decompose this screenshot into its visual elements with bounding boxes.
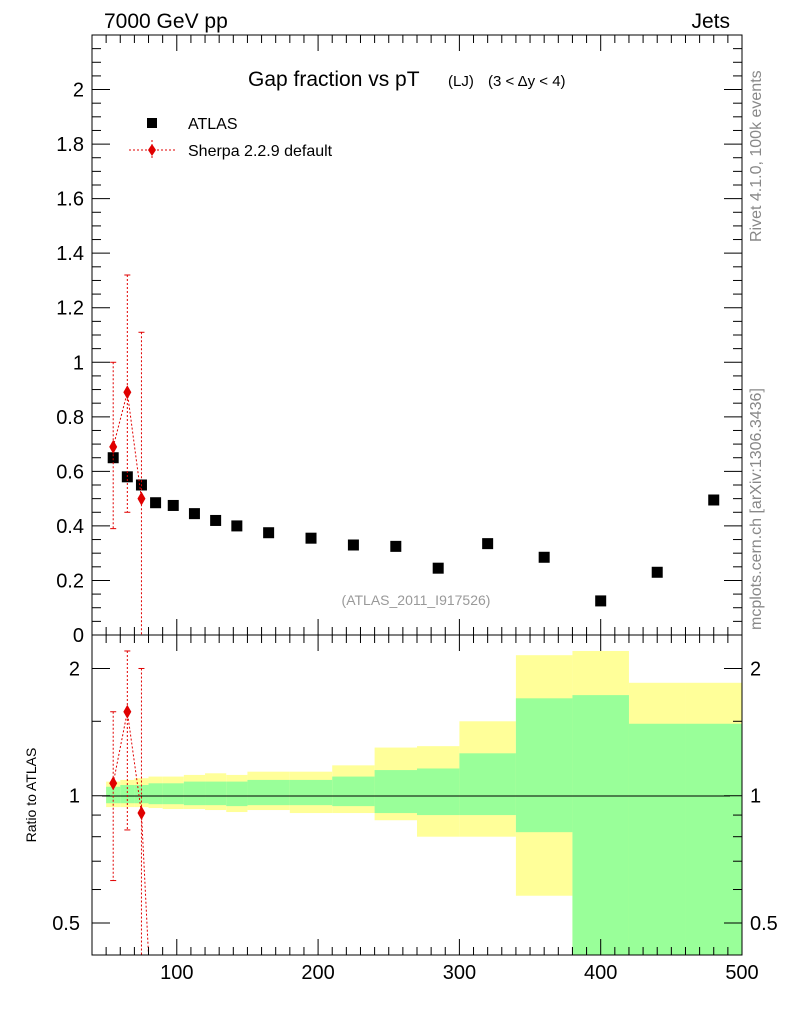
ratio-green-band xyxy=(289,779,333,806)
sherpa-data-point xyxy=(123,385,132,400)
ratio-green-band xyxy=(459,753,516,816)
ratio-axes-layer: 0.5 0.5 1 1 2 2 100 200 300 400 500 xyxy=(52,635,778,984)
x-tick-label: 300 xyxy=(443,962,476,984)
ratio-sherpa-point xyxy=(137,806,146,821)
ratio-y-tick-label-left: 0.5 xyxy=(52,913,80,935)
legend-atlas-marker xyxy=(147,118,157,128)
sherpa-data-point xyxy=(137,491,146,506)
mcplots-source-label: mcplots.cern.ch [arXiv:1306.3436] xyxy=(748,388,765,630)
ratio-green-band xyxy=(183,781,206,806)
ratio-green-band xyxy=(572,695,629,955)
ratio-green-band xyxy=(226,781,248,807)
main-y-tick-label: 1 xyxy=(73,352,84,374)
main-axes-layer: 0 0.2 0.4 0.6 0.8 1 1.2 1.4 1.6 1.8 2 xyxy=(56,35,743,647)
ratio-green-band xyxy=(374,770,417,814)
atlas-data-point xyxy=(708,494,720,506)
main-data-layer xyxy=(107,274,720,636)
category-label: Jets xyxy=(691,10,730,33)
ratio-data-layer xyxy=(109,650,150,956)
ratio-green-band xyxy=(332,776,375,807)
atlas-data-point xyxy=(150,497,162,509)
legend-sherpa-label: Sherpa 2.2.9 default xyxy=(188,143,333,160)
x-tick-label: 200 xyxy=(301,962,334,984)
rivet-version-label: Rivet 4.1.0, 100k events xyxy=(748,70,765,242)
main-y-tick-label: 1.4 xyxy=(56,243,84,265)
ratio-y-tick-label-left: 1 xyxy=(69,786,80,808)
main-y-tick-label: 0.6 xyxy=(56,461,84,483)
energy-label: 7000 GeV pp xyxy=(104,10,228,33)
main-panel: 0 0.2 0.4 0.6 0.8 1 1.2 1.4 1.6 1.8 2 Gap fraction… xyxy=(56,34,743,647)
ratio-green-band xyxy=(247,779,290,806)
analysis-tag: (ATLAS_2011_I917526) xyxy=(342,592,491,608)
legend-sherpa-marker xyxy=(148,144,156,156)
chart-title-sub2: (3 < Δy < 4) xyxy=(488,73,566,90)
main-y-tick-label: 1.2 xyxy=(56,298,84,320)
chart-title: Gap fraction vs pT xyxy=(248,68,420,91)
ratio-panel-frame xyxy=(91,634,743,956)
main-y-tick-label: 1.6 xyxy=(56,189,84,211)
atlas-data-point xyxy=(347,539,359,551)
x-tick-label: 400 xyxy=(584,962,617,984)
ratio-sherpa-point xyxy=(109,776,118,791)
ratio-y-axis-label: Ratio to ATLAS xyxy=(23,748,39,843)
atlas-data-point xyxy=(188,508,200,520)
main-y-tick-label: 0.8 xyxy=(56,407,84,429)
atlas-data-point xyxy=(390,540,402,552)
ratio-y-tick-label-right: 0.5 xyxy=(750,913,778,935)
ratio-bands-layer xyxy=(106,650,742,955)
x-tick-label: 100 xyxy=(160,962,193,984)
main-y-tick-label: 1.8 xyxy=(56,134,84,156)
atlas-data-point xyxy=(305,532,317,544)
ratio-y-tick-label-right: 2 xyxy=(750,658,761,680)
ratio-green-band xyxy=(106,786,121,804)
ratio-green-band xyxy=(417,768,460,816)
main-y-tick-label: 2 xyxy=(73,80,84,102)
main-y-tick-label: 0.4 xyxy=(56,516,84,538)
atlas-data-point xyxy=(167,499,179,511)
x-tick-label: 500 xyxy=(725,962,758,984)
ratio-sherpa-point xyxy=(123,704,132,719)
ratio-green-band xyxy=(162,783,184,805)
legend: ATLAS Sherpa 2.2.9 default xyxy=(129,116,333,160)
ratio-green-band xyxy=(148,783,163,805)
sherpa-data-point xyxy=(109,439,118,454)
ratio-green-band xyxy=(628,723,686,955)
ratio-green-band xyxy=(120,785,135,804)
atlas-data-point xyxy=(482,538,494,550)
atlas-data-point xyxy=(432,562,444,574)
ratio-panel: 0.5 0.5 1 1 2 2 100 200 300 400 500 Ratio to ATLAS xyxy=(23,634,778,984)
ratio-y-tick-label-right: 1 xyxy=(750,786,761,808)
atlas-data-point xyxy=(538,551,550,563)
ratio-green-band xyxy=(515,698,573,833)
atlas-data-point xyxy=(231,520,243,532)
ratio-green-band xyxy=(685,723,742,955)
atlas-data-point xyxy=(595,595,607,607)
legend-atlas-label: ATLAS xyxy=(188,116,238,133)
ratio-green-band xyxy=(205,781,227,806)
atlas-data-point xyxy=(107,452,119,464)
atlas-data-point xyxy=(263,527,275,539)
ratio-sherpa-line xyxy=(112,711,150,956)
atlas-data-point xyxy=(651,566,663,578)
chart-title-sub1: (LJ) xyxy=(448,73,474,90)
main-y-tick-label: 0.2 xyxy=(56,570,84,592)
atlas-data-point xyxy=(210,514,222,526)
main-y-tick-label: 0 xyxy=(73,625,84,647)
ratio-y-tick-label-left: 2 xyxy=(69,658,80,680)
